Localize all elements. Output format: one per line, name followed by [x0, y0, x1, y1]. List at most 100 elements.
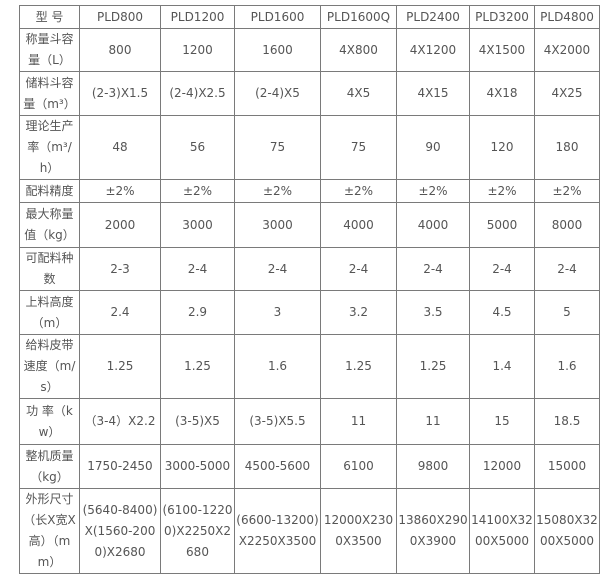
- table-cell: 1750-2450: [79, 444, 161, 489]
- table-cell: 11: [320, 398, 397, 445]
- table-cell: 4X18: [469, 71, 535, 116]
- table-cell: (2-3)X1.5: [79, 71, 161, 116]
- table-row: 配料精度 ±2% ±2% ±2% ±2% ±2% ±2% ±2%: [19, 179, 600, 203]
- row-label: 配料精度: [19, 179, 80, 203]
- table-cell: 4000: [320, 202, 397, 248]
- table-cell: (6100-12200)X2250X2680: [160, 488, 235, 574]
- model-header: PLD800: [79, 5, 161, 29]
- table-cell: 2.9: [160, 290, 235, 335]
- table-cell: 3: [234, 290, 321, 335]
- row-label: 理论生产率（m³/h）: [19, 115, 80, 180]
- row-label: 上料高度（m）: [19, 290, 80, 335]
- table-cell: 120: [469, 115, 535, 180]
- table-cell: 4.5: [469, 290, 535, 335]
- table-cell: 3.2: [320, 290, 397, 335]
- model-header: PLD1600Q: [320, 5, 397, 29]
- table-cell: 1.6: [234, 334, 321, 399]
- table-cell: 4X2000: [534, 28, 600, 72]
- model-header: PLD3200: [469, 5, 535, 29]
- table-cell: 75: [234, 115, 321, 180]
- header-label: 型 号: [19, 5, 80, 29]
- row-label: 最大称量值（kg）: [19, 202, 80, 248]
- spec-table: 型 号 PLD800 PLD1200 PLD1600 PLD1600Q PLD2…: [19, 5, 600, 574]
- table-cell: (5640-8400)X(1560-2000)X2680: [79, 488, 161, 574]
- table-cell: 1200: [160, 28, 235, 72]
- table-cell: 2-4: [469, 247, 535, 291]
- table-cell: 8000: [534, 202, 600, 248]
- table-cell: (2-4)X2.5: [160, 71, 235, 116]
- table-cell: 4X25: [534, 71, 600, 116]
- table-cell: 5: [534, 290, 600, 335]
- table-cell: (3-5)X5.5: [234, 398, 321, 445]
- table-cell: 4X5: [320, 71, 397, 116]
- table-row: 外形尺寸（长X宽X高）（mm） (5640-8400)X(1560-2000)X2…: [19, 488, 600, 574]
- table-cell: 1.25: [396, 334, 470, 399]
- row-label: 外形尺寸（长X宽X高）（mm）: [19, 488, 80, 574]
- table-cell: 180: [534, 115, 600, 180]
- table-cell: 18.5: [534, 398, 600, 445]
- table-cell: 4500-5600: [234, 444, 321, 489]
- table-cell: 3000: [234, 202, 321, 248]
- table-cell: 1.4: [469, 334, 535, 399]
- table-cell: 2.4: [79, 290, 161, 335]
- table-cell: 1.25: [320, 334, 397, 399]
- table-cell: 75: [320, 115, 397, 180]
- table-cell: 3.5: [396, 290, 470, 335]
- table-cell: ±2%: [160, 179, 235, 203]
- row-label: 称量斗容量（L）: [19, 28, 80, 72]
- table-cell: 11: [396, 398, 470, 445]
- table-cell: 1600: [234, 28, 321, 72]
- table-cell: 2-4: [320, 247, 397, 291]
- table-cell: 1.25: [79, 334, 161, 399]
- row-label: 整机质量（kg）: [19, 444, 80, 489]
- table-row: 理论生产率（m³/h） 48 56 75 75 90 120 180: [19, 115, 600, 180]
- table-row: 最大称量值（kg） 2000 3000 3000 4000 4000 5000 8000: [19, 202, 600, 248]
- row-label: 可配料种数: [19, 247, 80, 291]
- table-cell: 12000X2300X3500: [320, 488, 397, 574]
- table-cell: 6100: [320, 444, 397, 489]
- table-cell: 5000: [469, 202, 535, 248]
- table-cell: 2-4: [396, 247, 470, 291]
- table-cell: 2000: [79, 202, 161, 248]
- table-cell: 56: [160, 115, 235, 180]
- table-cell: 12000: [469, 444, 535, 489]
- row-label: 功 率（kw）: [19, 398, 80, 445]
- table-cell: 4X15: [396, 71, 470, 116]
- table-cell: 2-4: [534, 247, 600, 291]
- table-cell: ±2%: [534, 179, 600, 203]
- table-cell: 15000: [534, 444, 600, 489]
- table-cell: 800: [79, 28, 161, 72]
- model-header: PLD1200: [160, 5, 235, 29]
- table-row: 储料斗容量（m³） (2-3)X1.5 (2-4)X2.5 (2-4)X5 4X5 4X1…: [19, 71, 600, 116]
- table-cell: 4000: [396, 202, 470, 248]
- table-row: 整机质量（kg） 1750-2450 3000-5000 4500-5600 6100 9…: [19, 444, 600, 489]
- table-row: 称量斗容量（L） 800 1200 1600 4X800 4X1200 4X1500 4X20…: [19, 28, 600, 72]
- table-cell: 3000-5000: [160, 444, 235, 489]
- table-cell: 3000: [160, 202, 235, 248]
- table-cell: ±2%: [396, 179, 470, 203]
- table-cell: (3-5)X5: [160, 398, 235, 445]
- table-row: 可配料种数 2-3 2-4 2-4 2-4 2-4 2-4 2-4: [19, 247, 600, 291]
- table-cell: 13860X2900X3900: [396, 488, 470, 574]
- model-header: PLD2400: [396, 5, 470, 29]
- table-row: 给料皮带速度（m/s） 1.25 1.25 1.6 1.25 1.25 1.4 1.6: [19, 334, 600, 399]
- table-cell: （3-4）X2.2: [79, 398, 161, 445]
- table-cell: 1.25: [160, 334, 235, 399]
- table-cell: (6600-13200)X2250X3500: [234, 488, 321, 574]
- table-cell: 90: [396, 115, 470, 180]
- table-row: 上料高度（m） 2.4 2.9 3 3.2 3.5 4.5 5: [19, 290, 600, 335]
- header-row: 型 号 PLD800 PLD1200 PLD1600 PLD1600Q PLD2…: [19, 5, 600, 29]
- row-label: 给料皮带速度（m/s）: [19, 334, 80, 399]
- row-label: 储料斗容量（m³）: [19, 71, 80, 116]
- table-cell: 9800: [396, 444, 470, 489]
- table-cell: ±2%: [469, 179, 535, 203]
- table-cell: 14100X3200X5000: [469, 488, 535, 574]
- table-cell: ±2%: [79, 179, 161, 203]
- table-cell: 2-4: [160, 247, 235, 291]
- table-cell: 1.6: [534, 334, 600, 399]
- table-cell: 4X800: [320, 28, 397, 72]
- table-cell: 4X1200: [396, 28, 470, 72]
- model-header: PLD4800: [534, 5, 600, 29]
- table-cell: 4X1500: [469, 28, 535, 72]
- model-header: PLD1600: [234, 5, 321, 29]
